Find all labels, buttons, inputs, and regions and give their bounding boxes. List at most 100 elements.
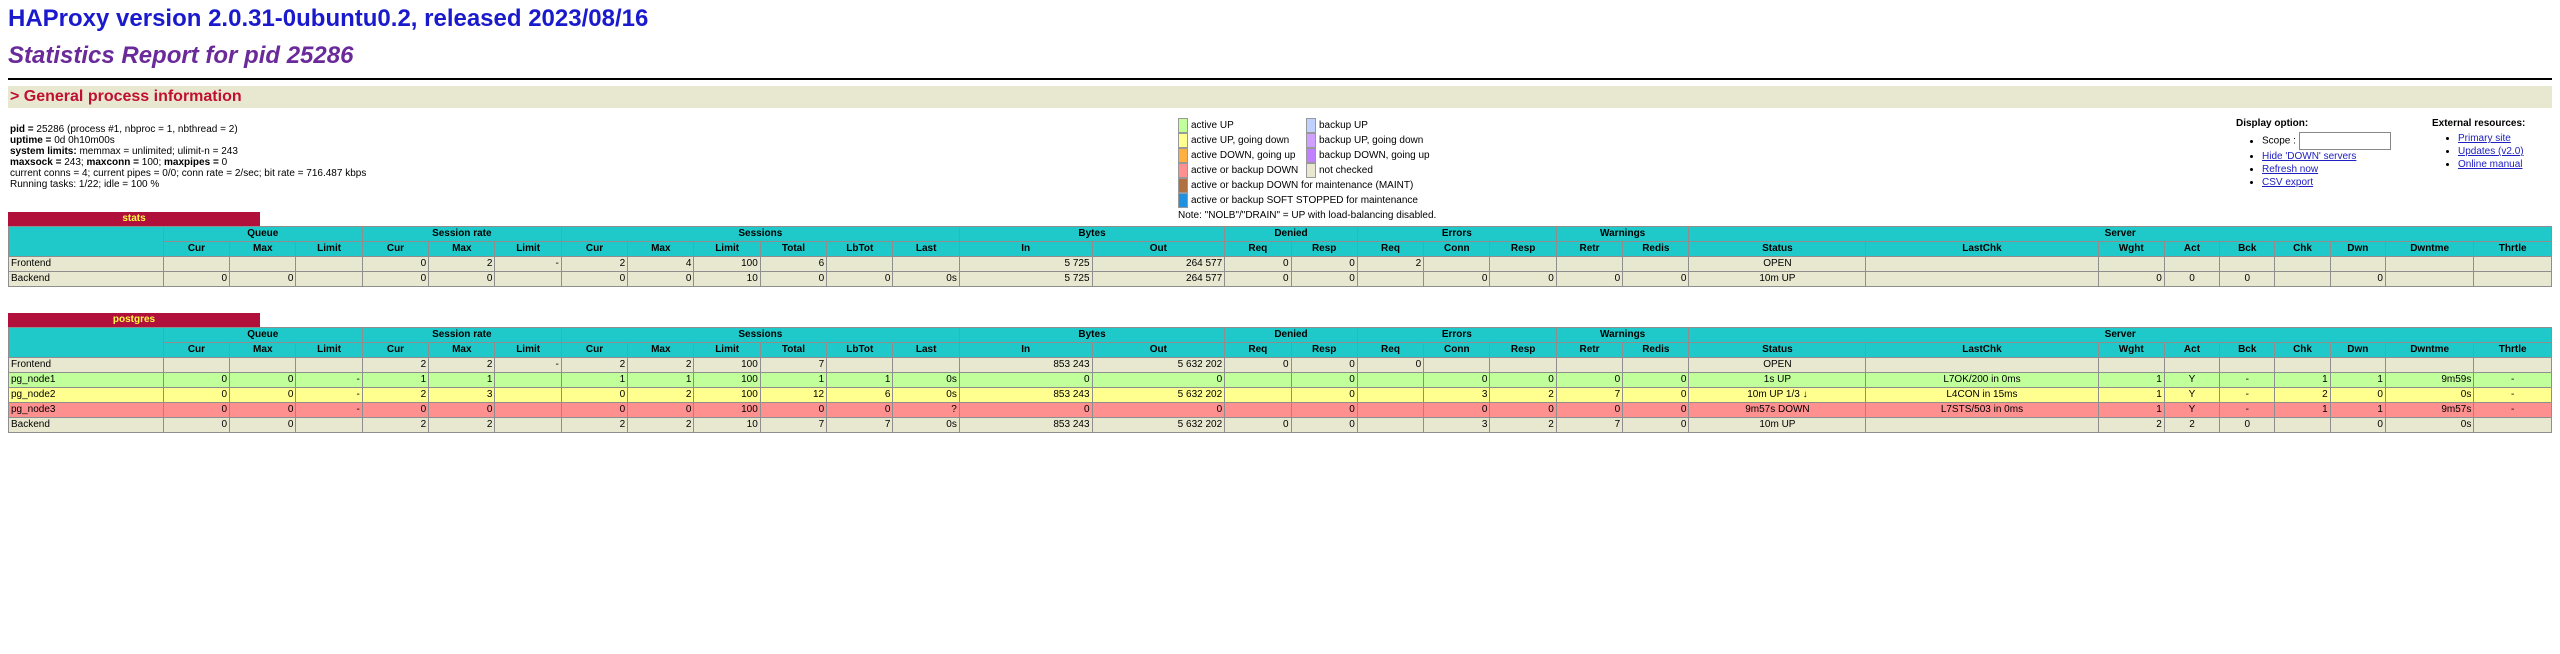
row-name-cell[interactable]: Backend bbox=[8, 271, 164, 287]
proxy-stats-table: Queue Session rate Sessions Bytes Denied Erro… bbox=[8, 226, 2552, 287]
column-header: Cur bbox=[560, 342, 629, 358]
table-cell: 1 bbox=[2097, 387, 2165, 403]
table-cell bbox=[295, 417, 363, 433]
column-header: Wght bbox=[2097, 241, 2165, 257]
legend-label: active UP, going down bbox=[1191, 135, 1290, 146]
row-name-cell[interactable]: pg_node2 bbox=[8, 387, 164, 403]
table-cell: 0 bbox=[1622, 417, 1690, 433]
table-cell: 1 bbox=[759, 372, 828, 388]
refresh-now-link[interactable]: Refresh now bbox=[2262, 164, 2319, 175]
table-cell: 0 bbox=[1622, 372, 1690, 388]
table-cell: 0 bbox=[1290, 271, 1358, 287]
table-cell: 10m UP 1/3 ↓ bbox=[1688, 387, 1867, 403]
legend-swatch bbox=[1178, 118, 1188, 133]
hide-down-servers-link[interactable]: Hide 'DOWN' servers bbox=[2262, 151, 2357, 162]
table-cell: 0 bbox=[361, 271, 430, 287]
info-label: system limits: bbox=[10, 146, 77, 157]
table-cell: 0 bbox=[162, 417, 231, 433]
table-cell bbox=[295, 357, 363, 373]
external-resources-title: External resources: bbox=[2432, 118, 2526, 129]
proxy-name[interactable]: stats bbox=[8, 212, 260, 226]
table-cell: 0s bbox=[2384, 387, 2475, 403]
table-cell: L7STS/503 in 0ms bbox=[1865, 402, 2099, 418]
proxy-stats-table: Queue Session rate Sessions Bytes Denied Erro… bbox=[8, 327, 2552, 433]
table-cell: 3 bbox=[1423, 387, 1491, 403]
table-cell: 0 bbox=[229, 372, 297, 388]
table-cell: 1 bbox=[361, 372, 430, 388]
table-cell bbox=[2329, 357, 2386, 373]
legend-label: not checked bbox=[1319, 165, 1373, 176]
table-cell bbox=[494, 271, 562, 287]
legend-swatch bbox=[1306, 118, 1316, 133]
table-cell: 10m UP bbox=[1688, 271, 1867, 287]
table-cell: - bbox=[2219, 387, 2276, 403]
proxy-tables: stats Queue Session rate Sessions Bytes Denie… bbox=[8, 208, 2552, 433]
column-header: Bck bbox=[2219, 241, 2276, 257]
table-cell bbox=[1865, 417, 2099, 433]
table-cell: 2 bbox=[1489, 387, 1557, 403]
column-header: Cur bbox=[361, 241, 430, 257]
info-value: 25286 (process #1, nbproc = 1, nbthread … bbox=[36, 124, 238, 135]
row-name-cell[interactable]: pg_node3 bbox=[8, 402, 164, 418]
table-cell: 1 bbox=[2329, 402, 2386, 418]
table-cell: 264 577 bbox=[1091, 271, 1226, 287]
table-cell: 0 bbox=[759, 271, 828, 287]
table-cell: 3 bbox=[428, 387, 496, 403]
legend-label: active or backup DOWN for maintenance (M… bbox=[1191, 180, 1414, 191]
table-cell: - bbox=[295, 402, 363, 418]
table-cell: 0 bbox=[1224, 417, 1292, 433]
row-name-cell[interactable]: Backend bbox=[8, 417, 164, 433]
updates-link[interactable]: Updates (v2.0) bbox=[2458, 146, 2524, 157]
table-cell bbox=[162, 256, 231, 272]
table-cell: 0 bbox=[162, 402, 231, 418]
column-header: Status bbox=[1688, 342, 1867, 358]
table-cell bbox=[1622, 256, 1690, 272]
table-cell bbox=[1423, 256, 1491, 272]
column-header: Max bbox=[627, 342, 695, 358]
table-cell bbox=[2473, 357, 2552, 373]
table-cell: 100 bbox=[693, 372, 761, 388]
table-cell: 10 bbox=[693, 417, 761, 433]
info-value: current conns = 4; current pipes = 0/0; … bbox=[10, 168, 367, 179]
table-cell: 6 bbox=[826, 387, 894, 403]
row-name-cell[interactable]: pg_node1 bbox=[8, 372, 164, 388]
legend-item: active or backup SOFT STOPPED for mainte… bbox=[1178, 193, 1418, 208]
table-cell: 5 632 202 bbox=[1091, 357, 1226, 373]
proxy-name[interactable]: postgres bbox=[8, 313, 260, 327]
table-cell: 2 bbox=[560, 256, 629, 272]
table-cell: 0 bbox=[826, 271, 894, 287]
table-cell: 0 bbox=[759, 402, 828, 418]
primary-site-link[interactable]: Primary site bbox=[2458, 133, 2511, 144]
table-cell: - bbox=[2473, 387, 2552, 403]
table-cell: 0 bbox=[2329, 387, 2386, 403]
row-name-cell[interactable]: Frontend bbox=[8, 357, 164, 373]
column-header: Req bbox=[1356, 342, 1425, 358]
group-header: Warnings bbox=[1555, 327, 1690, 343]
table-cell bbox=[1356, 402, 1425, 418]
table-cell bbox=[2329, 256, 2386, 272]
table-cell: 1 bbox=[2097, 402, 2165, 418]
table-cell bbox=[2163, 256, 2221, 272]
table-cell bbox=[892, 357, 960, 373]
table-cell bbox=[892, 256, 960, 272]
table-cell: 12 bbox=[759, 387, 828, 403]
column-header: Act bbox=[2163, 241, 2221, 257]
table-cell: 0s bbox=[892, 271, 960, 287]
column-header: Conn bbox=[1423, 241, 1491, 257]
table-cell: - bbox=[2219, 402, 2276, 418]
table-cell: 0s bbox=[892, 387, 960, 403]
scope-input[interactable] bbox=[2298, 132, 2391, 150]
csv-export-link[interactable]: CSV export bbox=[2262, 177, 2314, 188]
group-header: Sessions bbox=[560, 327, 960, 343]
online-manual-link[interactable]: Online manual bbox=[2458, 159, 2523, 170]
table-cell: 4 bbox=[627, 256, 695, 272]
table-cell: 0 bbox=[2097, 271, 2165, 287]
column-header: In bbox=[958, 342, 1093, 358]
group-header: Bytes bbox=[958, 327, 1226, 343]
table-cell: 0s bbox=[2384, 417, 2475, 433]
column-header: Dwntme bbox=[2384, 342, 2475, 358]
table-row: Frontend 0 2-2 4 100 6 5 725 264 577 0 0 2 OPEN bbox=[8, 256, 2552, 272]
table-cell bbox=[2274, 271, 2331, 287]
table-cell: 264 577 bbox=[1091, 256, 1226, 272]
row-name-cell[interactable]: Frontend bbox=[8, 256, 164, 272]
